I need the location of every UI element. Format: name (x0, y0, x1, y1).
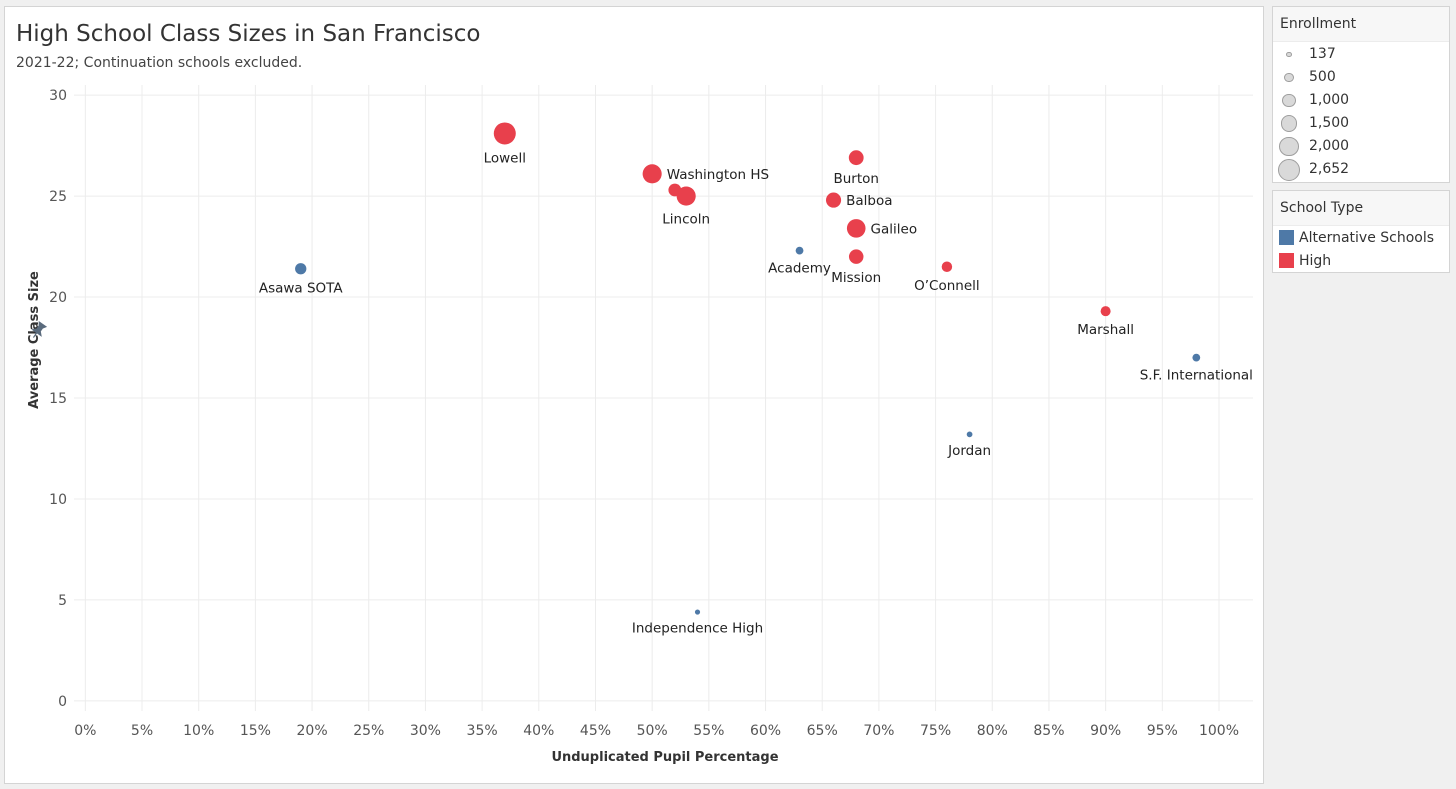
enrollment-legend-label: 137 (1309, 46, 1336, 62)
point-label: Lowell (484, 150, 526, 166)
x-tick-label: 50% (637, 723, 668, 739)
x-tick-label: 85% (1033, 723, 1064, 739)
point-label: Jordan (947, 443, 991, 459)
point-label: O’Connell (914, 278, 980, 294)
pin-icon[interactable] (29, 321, 48, 341)
point-labels: Lowell Washington HS Lincoln Burton Balboa Ga… (259, 150, 1253, 636)
x-tick-label: 60% (750, 723, 781, 739)
x-tick-label: 70% (863, 723, 894, 739)
school-type-legend-label: Alternative Schools (1299, 230, 1435, 246)
x-tick-label: 95% (1147, 723, 1178, 739)
point-label: Washington HS (667, 167, 769, 183)
data-point[interactable] (848, 249, 864, 264)
x-tick-label: 90% (1090, 723, 1121, 739)
data-point[interactable] (694, 609, 701, 615)
point-label: Balboa (846, 193, 892, 209)
x-axis-ticks: 0% 5% 10% 15% 20% 25% 30% 35% 40% 45% 50% 55% 60% 65%… (74, 723, 1239, 739)
enrollment-legend-label: 500 (1309, 69, 1336, 85)
x-tick-label: 5% (131, 723, 153, 739)
y-tick-label: 0 (58, 694, 67, 710)
chart-subtitle: 2021-22; Continuation schools excluded. (16, 55, 303, 71)
scatter-plot[interactable]: 0 5 10 15 20 25 30 0% 5% 10% 15% 20% 25% 30% 35% 40% 45… (5, 7, 1263, 783)
y-tick-label: 25 (49, 189, 67, 205)
x-tick-label: 10% (183, 723, 214, 739)
color-swatch-icon (1279, 230, 1294, 245)
enrollment-legend-item[interactable]: 2,000 (1273, 135, 1449, 158)
school-type-legend-label: High (1299, 253, 1332, 269)
enrollment-legend-item[interactable]: 1,500 (1273, 112, 1449, 135)
size-circle-icon (1286, 51, 1292, 58)
size-circle-icon (1284, 72, 1294, 83)
x-tick-label: 20% (297, 723, 328, 739)
x-tick-label: 45% (580, 723, 611, 739)
color-swatch-icon (1279, 253, 1294, 268)
size-circle-icon (1280, 115, 1298, 132)
y-tick-label: 30 (49, 88, 67, 104)
y-tick-label: 20 (49, 290, 67, 306)
data-point[interactable] (825, 192, 842, 208)
school-type-legend-item[interactable]: Alternative Schools (1273, 227, 1449, 250)
point-label: S.F. International (1140, 367, 1253, 383)
enrollment-legend-item[interactable]: 2,652 (1273, 158, 1449, 181)
school-type-legend-item[interactable]: High (1273, 250, 1449, 273)
enrollment-legend-title: Enrollment (1273, 7, 1449, 42)
x-tick-label: 40% (523, 723, 554, 739)
enrollment-legend-label: 1,500 (1309, 115, 1350, 131)
y-tick-label: 15 (49, 391, 67, 407)
chart-title: High School Class Sizes in San Francisco (16, 21, 481, 47)
size-circle-icon (1279, 136, 1299, 157)
data-point[interactable] (676, 186, 696, 206)
point-label: Independence High (632, 621, 763, 637)
data-points (295, 122, 1201, 615)
x-axis-label: Unduplicated Pupil Percentage (551, 750, 778, 765)
enrollment-legend-label: 1,000 (1309, 92, 1350, 108)
x-tick-label: 55% (693, 723, 724, 739)
x-tick-label: 15% (240, 723, 271, 739)
point-label: Lincoln (662, 212, 710, 228)
enrollment-legend: Enrollment 137 500 1,000 1,500 2,000 2,652 (1272, 6, 1450, 183)
school-type-legend-title: School Type (1273, 191, 1449, 226)
point-label: Burton (833, 171, 878, 187)
gridlines (74, 85, 1253, 711)
x-tick-label: 35% (467, 723, 498, 739)
data-point[interactable] (795, 246, 804, 255)
data-point[interactable] (642, 164, 662, 184)
x-tick-label: 30% (410, 723, 441, 739)
data-point[interactable] (941, 261, 953, 272)
data-point[interactable] (848, 150, 864, 166)
y-axis-label: Average Class Size (27, 271, 42, 409)
x-tick-label: 100% (1199, 723, 1239, 739)
enrollment-legend-item[interactable]: 137 (1273, 43, 1449, 66)
x-tick-label: 0% (74, 723, 96, 739)
size-circle-icon (1278, 158, 1300, 181)
y-axis-ticks: 0 5 10 15 20 25 30 (49, 88, 67, 710)
data-point[interactable] (1100, 306, 1111, 317)
x-tick-label: 80% (977, 723, 1008, 739)
enrollment-legend-label: 2,652 (1309, 161, 1350, 177)
enrollment-legend-label: 2,000 (1309, 138, 1350, 154)
x-tick-label: 25% (353, 723, 384, 739)
data-point[interactable] (1192, 353, 1201, 362)
point-label: Academy (768, 260, 831, 276)
data-point[interactable] (295, 263, 307, 275)
data-point[interactable] (966, 431, 973, 438)
enrollment-legend-items: 137 500 1,000 1,500 2,000 2,652 (1273, 42, 1449, 181)
x-tick-label: 65% (807, 723, 838, 739)
point-label: Asawa SOTA (259, 280, 344, 296)
y-tick-label: 10 (49, 492, 67, 508)
y-tick-label: 5 (58, 593, 67, 609)
school-type-legend: School Type Alternative Schools High (1272, 190, 1450, 273)
enrollment-legend-item[interactable]: 500 (1273, 66, 1449, 89)
viz-panel: High School Class Sizes in San Francisco… (4, 6, 1264, 784)
school-type-legend-items: Alternative Schools High (1273, 226, 1449, 273)
point-label: Marshall (1077, 322, 1134, 338)
data-point[interactable] (846, 219, 866, 238)
x-tick-label: 75% (920, 723, 951, 739)
data-point[interactable] (493, 122, 516, 145)
point-label: Mission (831, 270, 881, 286)
size-circle-icon (1282, 93, 1296, 108)
point-label: Galileo (871, 221, 918, 237)
enrollment-legend-item[interactable]: 1,000 (1273, 89, 1449, 112)
